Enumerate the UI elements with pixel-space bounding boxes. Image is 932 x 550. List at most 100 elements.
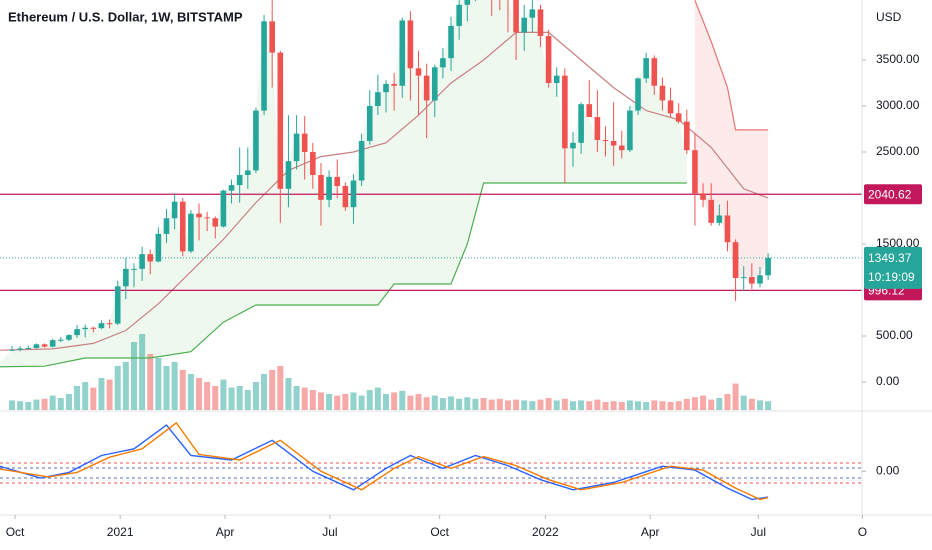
- volume-bar: [9, 400, 16, 410]
- candle-body: [318, 175, 324, 200]
- volume-bar: [700, 395, 707, 410]
- candle-body: [602, 140, 609, 142]
- candle-body: [147, 254, 154, 262]
- candle-body: [651, 58, 658, 86]
- indicator-line: [0, 182, 687, 368]
- candle-body: [431, 67, 438, 101]
- x-tick-label: Jul: [751, 525, 766, 539]
- candle-body: [301, 133, 308, 153]
- candle-body: [578, 104, 584, 143]
- x-tick-label: Apr: [216, 525, 235, 539]
- last-price-badge: [864, 246, 922, 289]
- volume-bar: [130, 342, 137, 410]
- volume-bar: [155, 358, 162, 410]
- volume-bar: [98, 378, 105, 410]
- volume-bar: [106, 379, 113, 410]
- volume-bar: [171, 362, 178, 410]
- candle-body: [740, 277, 747, 279]
- candle-body: [196, 213, 202, 218]
- volume-bar: [301, 387, 308, 410]
- candle-body: [220, 190, 227, 227]
- volume-bar: [82, 382, 89, 410]
- volume-bar: [610, 401, 617, 410]
- volume-bar: [765, 401, 772, 410]
- level-label: 2040.62: [868, 187, 912, 201]
- candle-body: [253, 110, 259, 171]
- candle-body: [131, 268, 137, 270]
- candle-body: [25, 347, 32, 349]
- candle-body: [123, 268, 129, 287]
- volume-bar: [431, 395, 438, 410]
- candle-body: [456, 4, 462, 26]
- candle-body: [610, 140, 617, 146]
- candle-body: [586, 104, 593, 118]
- candle-body: [228, 185, 235, 191]
- volume-bar: [326, 394, 333, 410]
- candle-body: [594, 117, 601, 141]
- candle-body: [82, 327, 89, 330]
- trend-fill: [0, 0, 687, 367]
- volume-bar: [464, 397, 471, 410]
- volume-bar: [220, 379, 227, 410]
- x-tick-label: O: [858, 525, 867, 539]
- candle-body: [521, 17, 528, 33]
- candle-body: [139, 254, 145, 269]
- volume-bar: [334, 395, 341, 410]
- x-tick-label: 2021: [107, 525, 134, 539]
- volume-bar: [252, 382, 259, 410]
- volume-bar: [261, 374, 268, 410]
- volume-bar: [708, 399, 715, 410]
- candle-body: [692, 150, 698, 194]
- indicator-line: [694, 0, 769, 131]
- candle-body: [114, 286, 121, 324]
- candle-body: [553, 75, 560, 83]
- candle-body: [269, 21, 275, 53]
- candle-body: [171, 201, 178, 219]
- candle-body: [643, 58, 649, 79]
- candle-body: [407, 20, 414, 69]
- candle-body: [529, 9, 536, 18]
- volume-bar: [504, 400, 511, 410]
- candle-body: [570, 142, 576, 149]
- volume-bar: [578, 400, 585, 410]
- indicator-line: [0, 31, 769, 351]
- candle-body: [757, 275, 763, 284]
- candle-body: [293, 133, 300, 162]
- volume-bar: [521, 400, 528, 410]
- candle-body: [724, 215, 731, 243]
- candle-body: [464, 0, 471, 5]
- candle-body: [98, 323, 105, 329]
- oscillator-line: [0, 421, 769, 501]
- volume-bar: [244, 390, 251, 410]
- candle-body: [342, 186, 349, 208]
- volume-bar: [456, 398, 463, 410]
- volume-bar: [269, 370, 276, 410]
- volume-bar: [74, 386, 81, 410]
- volume-bar: [496, 398, 503, 410]
- candle-body: [204, 217, 210, 219]
- y-tick-label: 500.00: [876, 328, 913, 342]
- volume-bar: [626, 400, 633, 410]
- candle-body: [155, 233, 162, 262]
- volume-bar: [285, 378, 292, 410]
- candle-body: [58, 339, 64, 341]
- volume-bar: [309, 390, 316, 410]
- volume-bar: [383, 394, 390, 410]
- candle-body: [236, 175, 243, 186]
- volume-bar: [179, 370, 186, 410]
- candle-body: [49, 340, 56, 347]
- volume-bar: [553, 400, 560, 410]
- candle-body: [399, 20, 406, 86]
- candle-body: [415, 68, 422, 76]
- candle-body: [716, 215, 723, 223]
- candle-body: [90, 327, 97, 329]
- volume-bar: [748, 398, 755, 410]
- countdown-label: 10:19:09: [868, 270, 915, 284]
- volume-bar: [33, 399, 40, 410]
- volume-bar: [342, 394, 349, 410]
- volume-bar: [90, 387, 97, 410]
- candle-body: [537, 9, 544, 37]
- volume-bar: [163, 366, 170, 410]
- volume-bar: [228, 387, 235, 410]
